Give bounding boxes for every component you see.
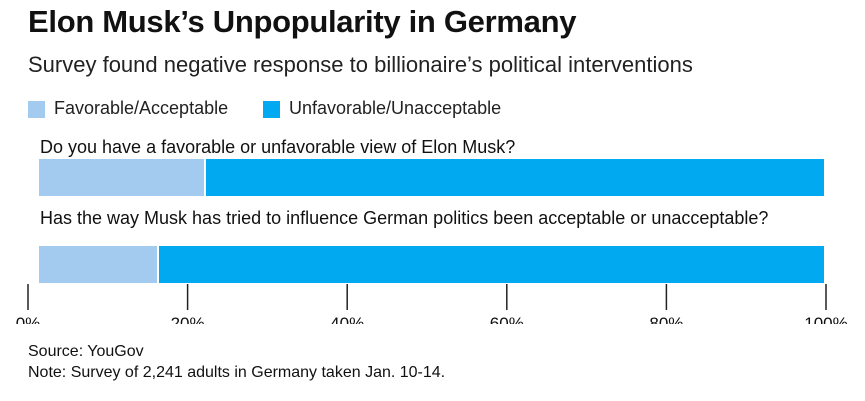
bar-row-2 bbox=[39, 246, 824, 283]
source-note: Source: YouGov bbox=[28, 343, 144, 360]
bar-favorable-2 bbox=[39, 246, 157, 283]
x-tick-label-1: 20% bbox=[171, 314, 205, 324]
legend-label-unfavorable: Unfavorable/Unacceptable bbox=[289, 98, 502, 118]
legend-swatch-unfavorable bbox=[263, 101, 280, 118]
question-label-2: Has the way Musk has tried to influence … bbox=[40, 208, 769, 228]
x-tick-label-2: 40% bbox=[330, 314, 364, 324]
chart-title: Elon Musk’s Unpopularity in Germany bbox=[28, 4, 577, 39]
bar-favorable-1 bbox=[39, 159, 204, 196]
survey-note: Note: Survey of 2,241 adults in Germany … bbox=[28, 364, 446, 381]
x-tick-label-3: 60% bbox=[490, 314, 524, 324]
legend-label-favorable: Favorable/Acceptable bbox=[54, 98, 229, 118]
bar-unfavorable-2 bbox=[158, 246, 824, 283]
x-axis: 0% 20% 40% 60% 80% 100% bbox=[16, 284, 848, 324]
bar-row-1 bbox=[39, 159, 824, 196]
bar-unfavorable-1 bbox=[205, 159, 824, 196]
x-tick-label-4: 80% bbox=[649, 314, 683, 324]
x-tick-label-0: 0% bbox=[16, 314, 41, 324]
question-label-1: Do you have a favorable or unfavorable v… bbox=[40, 137, 516, 157]
chart-subtitle: Survey found negative response to billio… bbox=[28, 52, 693, 77]
legend-swatch-favorable bbox=[28, 101, 45, 118]
x-tick-label-5: 100% bbox=[804, 314, 847, 324]
